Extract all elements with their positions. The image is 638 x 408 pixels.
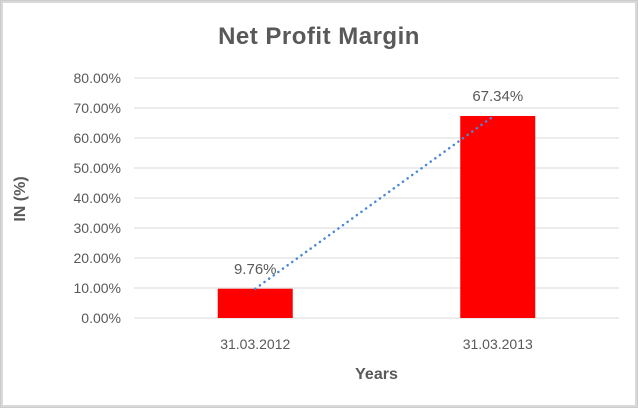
x-tick-label: 31.03.2012: [220, 336, 291, 352]
y-tick-label: 10.00%: [73, 280, 121, 296]
data-label: 67.34%: [472, 87, 524, 105]
y-tick-label: 30.00%: [73, 220, 121, 236]
plot-area: [134, 77, 619, 319]
y-tick-label: 40.00%: [73, 190, 121, 206]
y-tick-label: 60.00%: [73, 130, 121, 146]
x-tick-label: 31.03.2013: [462, 336, 533, 352]
chart-title: Net Profit Margin: [218, 23, 420, 50]
y-tick-label: 50.00%: [73, 160, 121, 176]
y-tick-label: 0.00%: [81, 310, 121, 326]
bar[interactable]: [217, 288, 293, 318]
y-tick-label: 70.00%: [73, 100, 121, 116]
y-tick-label: 20.00%: [73, 250, 121, 266]
bar[interactable]: [460, 115, 536, 318]
data-label: 9.76%: [233, 260, 277, 278]
y-tick-label: 80.00%: [73, 70, 121, 86]
trendline: [254, 114, 495, 290]
x-axis-title: Years: [355, 366, 398, 383]
